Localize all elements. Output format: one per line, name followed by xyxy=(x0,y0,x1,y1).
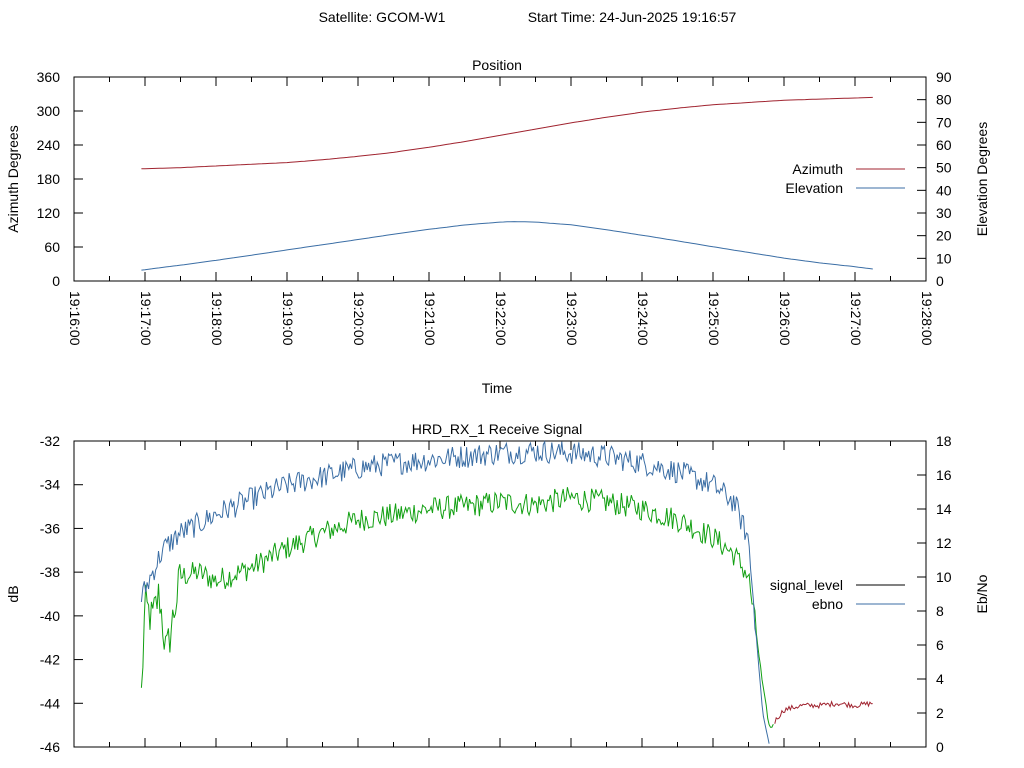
position-xtick-label: 19:28:00 xyxy=(919,291,935,346)
legend-signal-level-label: signal_level xyxy=(770,577,843,593)
signal-ytick-label: -42 xyxy=(40,652,60,668)
position-y2tick-label: 20 xyxy=(936,228,952,244)
signal-y2tick-label: 0 xyxy=(936,739,944,755)
signal-legend: signal_level ebno xyxy=(770,577,905,612)
position-ytick-label: 0 xyxy=(52,273,60,289)
position-y2tick-label: 50 xyxy=(936,160,952,176)
position-y2tick-label: 90 xyxy=(936,69,952,85)
position-tick-labels: 0 60 120 180 240 300 360 0 10 20 30 40 50 60 70 80 90 19:… xyxy=(37,69,952,346)
position-y2tick-label: 80 xyxy=(936,92,952,108)
signal-y2tick-label: 12 xyxy=(936,535,952,551)
azimuth-line xyxy=(141,96,873,170)
position-ytick-label: 60 xyxy=(44,239,60,255)
signal-y2tick-label: 18 xyxy=(936,433,952,449)
position-ytick-label: 120 xyxy=(37,205,61,221)
signal-ticks xyxy=(73,440,927,748)
signal-series xyxy=(140,440,873,744)
position-xtick-label: 19:27:00 xyxy=(848,291,864,346)
position-y2tick-label: 60 xyxy=(936,137,952,153)
signal-y2tick-label: 16 xyxy=(936,467,952,483)
position-chart: Position 0 60 120 180 240 300 360 0 10 20 30 40 50 60… xyxy=(5,57,990,396)
position-y2tick-label: 40 xyxy=(936,182,952,198)
signal-y2tick-label: 4 xyxy=(936,671,944,687)
position-xtick-label: 19:16:00 xyxy=(67,291,83,346)
position-xtick-label: 19:18:00 xyxy=(209,291,225,346)
signal-y2tick-label: 2 xyxy=(936,705,944,721)
signal-ytick-label: -32 xyxy=(40,433,60,449)
position-y2tick-label: 70 xyxy=(936,114,952,130)
signal-ytick-label: -40 xyxy=(40,608,60,624)
signal-y2label: Eb/No xyxy=(974,574,990,613)
position-y2tick-label: 0 xyxy=(936,273,944,289)
position-legend: Azimuth Elevation xyxy=(785,161,905,196)
position-xtick-label: 19:17:00 xyxy=(138,291,154,346)
position-plot-frame xyxy=(73,76,927,282)
signal-y2tick-label: 6 xyxy=(936,637,944,653)
ebno-line xyxy=(140,440,770,744)
signal-level-line-green xyxy=(140,487,774,728)
signal-ylabel: dB xyxy=(5,585,21,602)
position-y2tick-label: 30 xyxy=(936,205,952,221)
legend-ebno-label: ebno xyxy=(812,596,843,612)
position-xtick-label: 19:20:00 xyxy=(351,291,367,346)
position-xtick-label: 19:25:00 xyxy=(706,291,722,346)
signal-ytick-label: -44 xyxy=(40,695,60,711)
legend-elevation-label: Elevation xyxy=(785,180,843,196)
position-y2tick-label: 10 xyxy=(936,250,952,266)
signal-y2tick-label: 8 xyxy=(936,603,944,619)
signal-level-line-red xyxy=(774,700,873,724)
position-xtick-label: 19:21:00 xyxy=(422,291,438,346)
position-xtick-label: 19:19:00 xyxy=(280,291,296,346)
position-ytick-label: 300 xyxy=(37,103,61,119)
position-ylabel: Azimuth Degrees xyxy=(5,125,21,232)
legend-azimuth-label: Azimuth xyxy=(792,161,843,177)
position-ytick-label: 180 xyxy=(37,171,61,187)
header-satellite: Satellite: GCOM-W1 xyxy=(319,9,446,25)
signal-ytick-label: -34 xyxy=(40,477,60,493)
position-ytick-label: 240 xyxy=(37,137,61,153)
signal-ytick-label: -36 xyxy=(40,520,60,536)
signal-ytick-label: -38 xyxy=(40,564,60,580)
elevation-line xyxy=(141,221,873,271)
position-xlabel: Time xyxy=(482,380,513,396)
signal-tick-labels: -46 -44 -42 -40 -38 -36 -34 -32 0 2 4 6 8 10 12 14 16 18 xyxy=(40,433,952,755)
signal-y2tick-label: 14 xyxy=(936,501,952,517)
signal-title: HRD_RX_1 Receive Signal xyxy=(412,421,582,437)
position-title: Position xyxy=(472,57,522,73)
position-xtick-label: 19:23:00 xyxy=(564,291,580,346)
position-xtick-label: 19:22:00 xyxy=(493,291,509,346)
position-xtick-label: 19:26:00 xyxy=(777,291,793,346)
position-y2label: Elevation Degrees xyxy=(974,122,990,236)
header-start-time: Start Time: 24-Jun-2025 19:16:57 xyxy=(528,9,737,25)
signal-plot-frame xyxy=(73,440,927,748)
position-series xyxy=(141,96,873,271)
signal-y2tick-label: 10 xyxy=(936,569,952,585)
signal-chart: HRD_RX_1 Receive Signal -46-44-42-40-38-… xyxy=(5,421,990,755)
position-ytick-label: 360 xyxy=(37,69,61,85)
position-ticks xyxy=(73,76,927,282)
position-xtick-label: 19:24:00 xyxy=(635,291,651,346)
signal-ytick-label: -46 xyxy=(40,739,60,755)
